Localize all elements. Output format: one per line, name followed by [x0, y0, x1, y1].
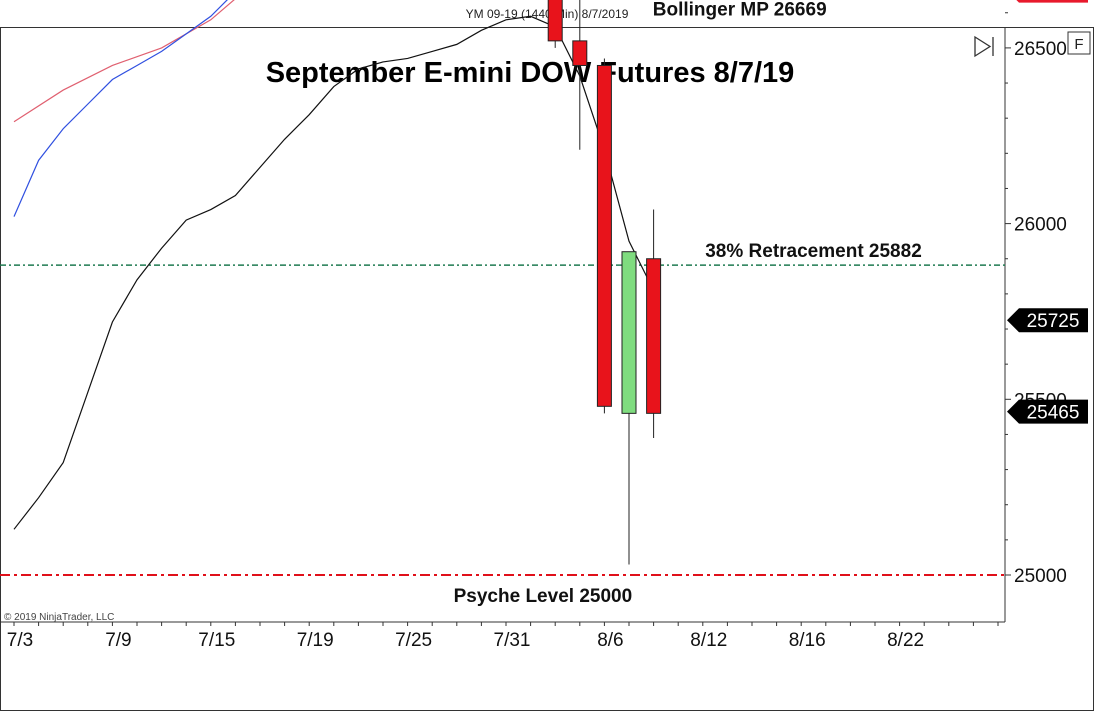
price-flags: 2760127180266632572525465: [1007, 0, 1088, 424]
y-tick-label: 25000: [1014, 566, 1067, 587]
price-flag-shape: [1007, 399, 1088, 424]
f-button-label: F: [1074, 36, 1083, 53]
y-tick-label: 26500: [1014, 39, 1067, 60]
x-tick-label: 8/16: [789, 630, 826, 651]
chart-frame: [0, 27, 1094, 711]
x-tick-label: 7/15: [198, 630, 235, 651]
level-label: Bollinger MP 26669: [653, 0, 827, 21]
price-flag: 25465: [1007, 399, 1088, 424]
price-flag-shape: [1016, 0, 1088, 3]
candle: [596, 58, 612, 414]
price-flag-shape: [1007, 308, 1088, 333]
bollinger-mid-line: [13, 0, 235, 123]
x-tick-label: 7/31: [494, 630, 531, 651]
candle-body: [596, 64, 612, 407]
copyright-text: © 2019 NinjaTrader, LLC: [4, 612, 114, 623]
level-labels: Swing High 27396Daily SMA 27180Bollinger…: [454, 0, 922, 607]
price-axis: 250002550026000265002700027500: [1005, 12, 1067, 587]
candle: [547, 0, 563, 48]
x-tick-label: 7/9: [105, 630, 131, 651]
candle-body: [547, 0, 563, 42]
sma-line: [13, 0, 228, 217]
candle: [621, 251, 637, 565]
candle: [572, 0, 588, 150]
price-flag-label: 26663: [1027, 0, 1080, 3]
candle-body: [646, 258, 662, 414]
bollinger-lower-line: [13, 15, 655, 530]
x-tick-label: 8/6: [597, 630, 623, 651]
price-flag: 25725: [1007, 308, 1088, 333]
candle-body: [621, 251, 637, 414]
play-to-end-icon[interactable]: [974, 35, 994, 58]
level-label: 38% Retracement 25882: [705, 241, 922, 262]
y-tick-label: 26000: [1014, 215, 1067, 236]
chart-title: September E-mini DOW Futures 8/7/19: [266, 57, 795, 89]
price-flag-label: 25725: [1027, 311, 1080, 332]
x-tick-label: 8/12: [690, 630, 727, 651]
candle-body: [572, 40, 588, 66]
indicator-lines: [13, 0, 655, 530]
price-flag-label: 25465: [1027, 403, 1080, 424]
time-axis: 7/3 7/9 7/15 7/19 7/25 7/31 8/6 8/12 8/16 8/22: [7, 622, 999, 651]
candles: [547, 0, 662, 565]
x-tick-label: 8/22: [887, 630, 924, 651]
price-flag: 26663: [1016, 0, 1088, 3]
x-tick-label: 7/25: [395, 630, 432, 651]
level-label: Psyche Level 25000: [454, 586, 633, 607]
candle: [646, 209, 662, 438]
x-tick-label: 7/3: [7, 630, 33, 651]
instrument-header: YM 09-19 (1440 Min) 8/7/2019: [466, 7, 629, 21]
f-button[interactable]: F: [1067, 31, 1091, 55]
x-tick-label: 7/19: [297, 630, 334, 651]
